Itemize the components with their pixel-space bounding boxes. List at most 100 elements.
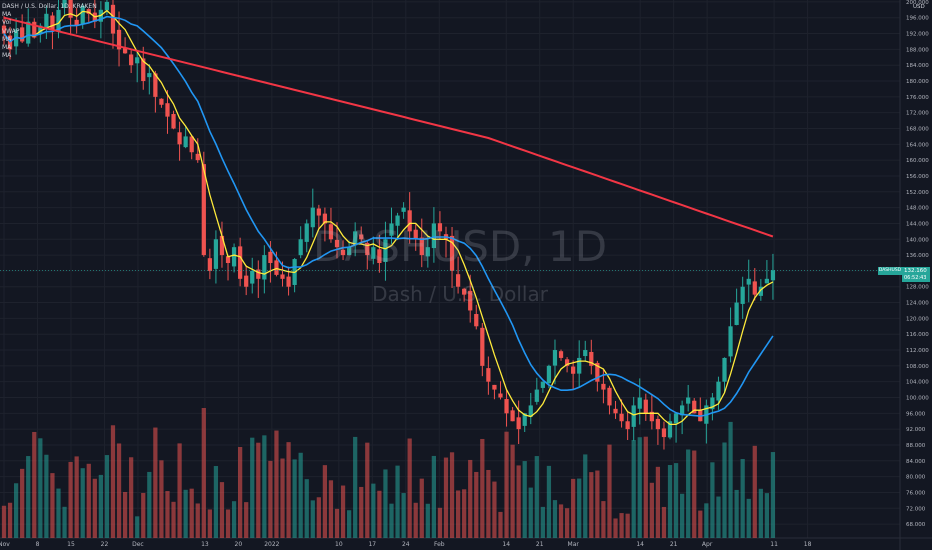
candle-body [431,223,437,249]
volume-bar [129,457,134,538]
y-tick-label: 104.000 [906,380,929,386]
volume-bar [667,465,673,538]
volume-bar [383,469,388,538]
volume-bar [710,462,715,538]
x-tick-label: 20 [235,541,243,548]
candle-body [401,207,406,212]
volume-bar [583,454,588,538]
y-tick-label: 68.000 [906,522,926,528]
y-tick-label: 140.000 [906,237,929,243]
candle-body [268,251,273,263]
candle-body [649,411,654,422]
volume-bar [395,465,400,538]
candle-body [546,365,552,384]
volume-bar [141,492,146,538]
candle-body [383,239,388,262]
candle-body [740,286,745,304]
candle-body [722,357,727,382]
volume-bar [92,478,97,538]
candle-body [183,136,188,148]
candle-body [770,270,776,281]
candle-body [20,27,25,42]
volume-bar [673,463,679,538]
x-tick-label: 11 [770,541,778,548]
volume-bar [256,442,261,538]
volume-bar [171,501,176,538]
candle-body [26,21,31,44]
candle-body [110,4,116,34]
candle-body [728,326,733,357]
candle-body [62,0,67,8]
candle-body [80,5,85,25]
volume-bar [443,457,449,538]
volume-bar [425,503,430,538]
volume-bar [135,516,140,538]
volume-bar [722,442,727,538]
volume-bar [577,478,582,538]
candle-body [764,278,770,284]
ma-slow-line [3,16,774,238]
volume-bar [534,456,539,538]
x-tick-label: Nov [0,541,10,548]
y-tick-label: 184.000 [906,63,929,69]
volume-bar [225,509,231,538]
candle-body [1,25,7,34]
volume-bar [304,479,309,538]
candle-body [498,393,503,398]
volume-bar [346,510,352,538]
volume-bar [752,445,757,538]
legend-vwap: VWAP [2,27,20,35]
candle-body [389,223,394,236]
candle-body [583,350,588,357]
volume-bar [153,427,158,538]
volume-bar [20,468,25,538]
candle-body [655,418,661,430]
y-tick-label: 120.000 [906,316,929,322]
candle-body [752,281,757,295]
volume-bar [359,486,364,538]
volume-bar [13,483,19,538]
volume-bar [661,506,667,538]
candle-body [244,275,249,287]
last-price-symbol-tag: DASHUSD [878,267,902,275]
y-tick-label: 156.000 [906,174,929,180]
candle-body [474,314,479,327]
legend-ma-2: MA [2,35,12,43]
volume-bar [353,436,358,538]
y-tick-label: 80.000 [906,475,926,481]
volume-bar [310,500,315,538]
volume-bar [686,449,691,538]
y-tick-label: 124.000 [906,301,929,307]
volume-bar [340,485,346,538]
candle-body [122,48,128,54]
candle-body [746,278,751,285]
volume-bar [431,455,437,538]
volume-bar [407,438,412,538]
volume-bar [770,452,776,538]
candle-body [159,98,164,105]
volume-bar [322,465,328,538]
candle-body [171,114,176,129]
volume-bar [122,491,128,538]
candle-body [86,9,91,14]
candle-body [104,1,110,11]
volume-bar [552,500,558,538]
candle-body [207,258,212,271]
candle-body [516,417,521,430]
candle-body [601,383,606,390]
y-tick-label: 196.000 [906,16,929,22]
candle-body [340,249,346,256]
y-tick-label: 100.000 [906,396,929,402]
volume-bar [207,509,212,538]
volume-bar [692,450,697,538]
y-tick-label: 72.000 [906,506,926,512]
volume-bar [462,489,467,538]
y-tick-label: 148.000 [906,206,929,212]
volume-bar [316,497,321,538]
y-tick-label: 88.000 [906,443,926,449]
candle-body [32,21,37,38]
volume-bar [558,504,564,538]
volume-bar [655,466,661,538]
candle-body [716,381,721,401]
